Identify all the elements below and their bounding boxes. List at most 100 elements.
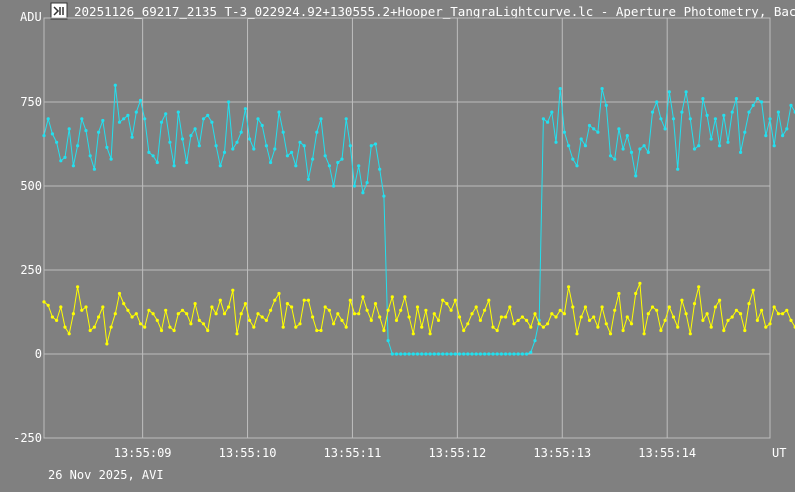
- x-tick-label: 13:55:11: [324, 446, 382, 460]
- data-point: [667, 90, 671, 94]
- data-point: [55, 318, 59, 322]
- data-point: [478, 318, 482, 322]
- data-point: [608, 154, 613, 158]
- data-point: [747, 302, 751, 306]
- data-point: [739, 150, 743, 154]
- data-point: [558, 308, 562, 312]
- data-point: [600, 87, 604, 91]
- data-point: [189, 134, 193, 138]
- data-point: [713, 117, 718, 121]
- data-point: [625, 315, 629, 319]
- data-point: [617, 127, 621, 131]
- data-point: [260, 315, 264, 319]
- data-point: [222, 312, 227, 316]
- data-point: [579, 315, 583, 319]
- data-point: [50, 315, 55, 319]
- data-point: [541, 117, 546, 121]
- data-point: [130, 135, 134, 139]
- data-point: [684, 90, 688, 94]
- data-point: [348, 144, 352, 148]
- data-point: [109, 325, 113, 329]
- data-point: [151, 154, 155, 158]
- data-point: [357, 164, 361, 168]
- data-point: [281, 325, 285, 329]
- x-tick-label: 13:55:14: [638, 446, 696, 460]
- data-point: [420, 325, 424, 329]
- data-point: [474, 305, 478, 309]
- data-point: [424, 308, 428, 312]
- data-point: [453, 298, 457, 302]
- data-point: [172, 164, 176, 168]
- data-point: [315, 130, 319, 134]
- data-point: [495, 328, 499, 333]
- data-point: [80, 117, 84, 121]
- data-point: [642, 332, 646, 336]
- data-point: [743, 130, 747, 134]
- data-point: [231, 288, 235, 292]
- data-point: [747, 110, 751, 114]
- data-point: [567, 144, 571, 148]
- data-point: [676, 325, 680, 329]
- data-point: [718, 144, 722, 148]
- data-point: [399, 352, 403, 356]
- data-point: [478, 352, 482, 356]
- data-point: [227, 305, 231, 309]
- data-point: [428, 352, 432, 356]
- data-point: [248, 137, 252, 141]
- data-point: [138, 322, 143, 326]
- data-point: [613, 157, 617, 161]
- data-point: [487, 298, 491, 302]
- data-point: [164, 308, 168, 312]
- data-point: [340, 318, 344, 322]
- data-point: [550, 110, 554, 114]
- data-point: [546, 120, 550, 124]
- data-point: [210, 305, 214, 309]
- data-point: [688, 332, 692, 336]
- x-tick-label: 13:55:12: [428, 446, 486, 460]
- data-point: [117, 120, 122, 124]
- data-point: [55, 140, 59, 144]
- data-point: [239, 130, 243, 134]
- data-point: [604, 103, 608, 107]
- data-point: [252, 147, 256, 151]
- data-point: [134, 312, 138, 316]
- x-tick-label: 13:55:13: [533, 446, 591, 460]
- data-point: [604, 322, 608, 326]
- data-point: [646, 312, 650, 316]
- data-point: [386, 308, 390, 312]
- data-point: [373, 302, 378, 306]
- data-point: [92, 325, 96, 329]
- data-point: [315, 328, 319, 333]
- data-point: [424, 352, 428, 356]
- data-point: [101, 118, 105, 123]
- data-point: [529, 325, 533, 329]
- data-point: [126, 308, 130, 312]
- data-point: [176, 110, 180, 114]
- series-1: [42, 83, 795, 356]
- footer-date: 26 Nov 2025, AVI: [48, 468, 164, 482]
- data-point: [625, 134, 629, 138]
- data-point: [122, 302, 126, 306]
- data-point: [130, 315, 134, 319]
- data-point: [705, 113, 709, 117]
- data-point: [105, 145, 109, 149]
- data-point: [680, 298, 684, 302]
- data-point: [474, 352, 478, 356]
- data-point: [512, 322, 516, 326]
- data-point: [520, 315, 525, 319]
- data-point: [449, 352, 453, 356]
- data-point: [592, 315, 596, 319]
- data-point: [646, 150, 650, 154]
- data-point: [587, 318, 592, 322]
- data-point: [583, 144, 588, 148]
- series-line: [43, 85, 795, 355]
- data-point: [554, 315, 558, 319]
- data-point: [59, 159, 63, 163]
- data-point: [621, 147, 625, 151]
- data-point: [781, 134, 785, 138]
- data-point: [411, 332, 415, 336]
- data-point: [445, 352, 449, 356]
- data-point: [189, 322, 193, 326]
- y-tick-label: 250: [20, 263, 42, 277]
- data-point: [273, 298, 277, 302]
